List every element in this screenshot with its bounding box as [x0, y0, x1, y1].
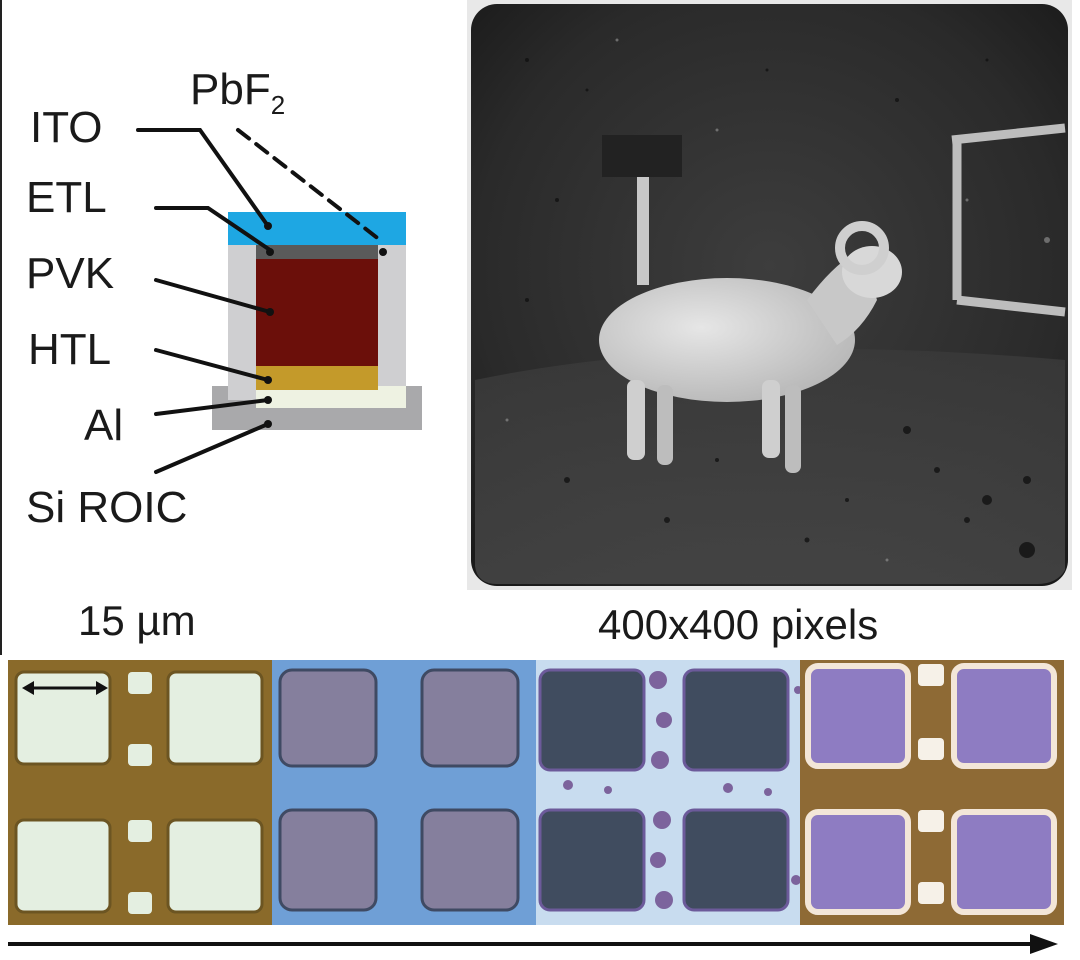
leader-dot-al	[264, 396, 272, 404]
background-frame	[951, 123, 1066, 317]
sheep-leg-1	[627, 380, 645, 460]
scale-bar-arrowhead-left	[22, 681, 34, 695]
label-si-roic: Si ROIC	[26, 483, 188, 532]
al-layer	[256, 390, 378, 408]
sheep-body	[599, 278, 855, 402]
label-al: Al	[84, 401, 124, 450]
micrograph-panel-1	[8, 660, 272, 925]
scale-label: 15 µm	[78, 597, 196, 644]
label-htl: HTL	[28, 325, 112, 374]
background-post	[637, 165, 649, 285]
leader-dot-pbf2	[379, 248, 387, 256]
leader-dot-etl	[266, 248, 274, 256]
background-post-top	[602, 135, 682, 177]
micrograph-panel-3	[536, 660, 802, 925]
sheep-horn	[835, 221, 889, 275]
leader-dot-pvk	[266, 308, 274, 316]
leader-pvk	[154, 278, 272, 314]
leader-dot-htl	[264, 376, 272, 384]
leader-etl	[154, 206, 272, 252]
sheep-leg-2	[657, 385, 673, 465]
encapsulation-right	[378, 240, 406, 400]
leader-dot-ito	[264, 222, 272, 230]
micrograph-strip	[8, 660, 1064, 925]
label-pvk: PVK	[26, 249, 115, 298]
htl-layer	[256, 366, 378, 390]
leader-pbf2	[236, 128, 382, 242]
process-arrow	[8, 934, 1058, 954]
label-pbf2-subscript: 2	[270, 90, 286, 120]
label-ito: ITO	[30, 103, 103, 152]
pvk-layer	[256, 258, 378, 366]
scale-bar-arrowhead-right	[96, 681, 108, 695]
device-stack-diagram	[136, 128, 422, 474]
leader-al	[154, 398, 270, 416]
sensor-image	[467, 0, 1072, 590]
micrograph-panel-4	[800, 660, 1064, 925]
al-layer-side	[378, 386, 406, 408]
sheep-leg-4	[785, 385, 801, 473]
floor-surface	[475, 348, 1065, 584]
label-pbf2: PbF2	[190, 65, 286, 120]
frame-border	[0, 0, 2, 655]
leader-si-roic	[154, 422, 270, 474]
leader-dot-si-roic	[264, 420, 272, 428]
leader-ito	[136, 128, 270, 228]
pixel-count-label: 400x400 pixels	[598, 601, 879, 648]
sheep-leg-3	[762, 380, 780, 458]
micrograph-panel-2	[272, 660, 536, 925]
etl-layer	[256, 245, 378, 259]
leader-htl	[154, 348, 270, 382]
label-etl: ETL	[26, 173, 107, 222]
